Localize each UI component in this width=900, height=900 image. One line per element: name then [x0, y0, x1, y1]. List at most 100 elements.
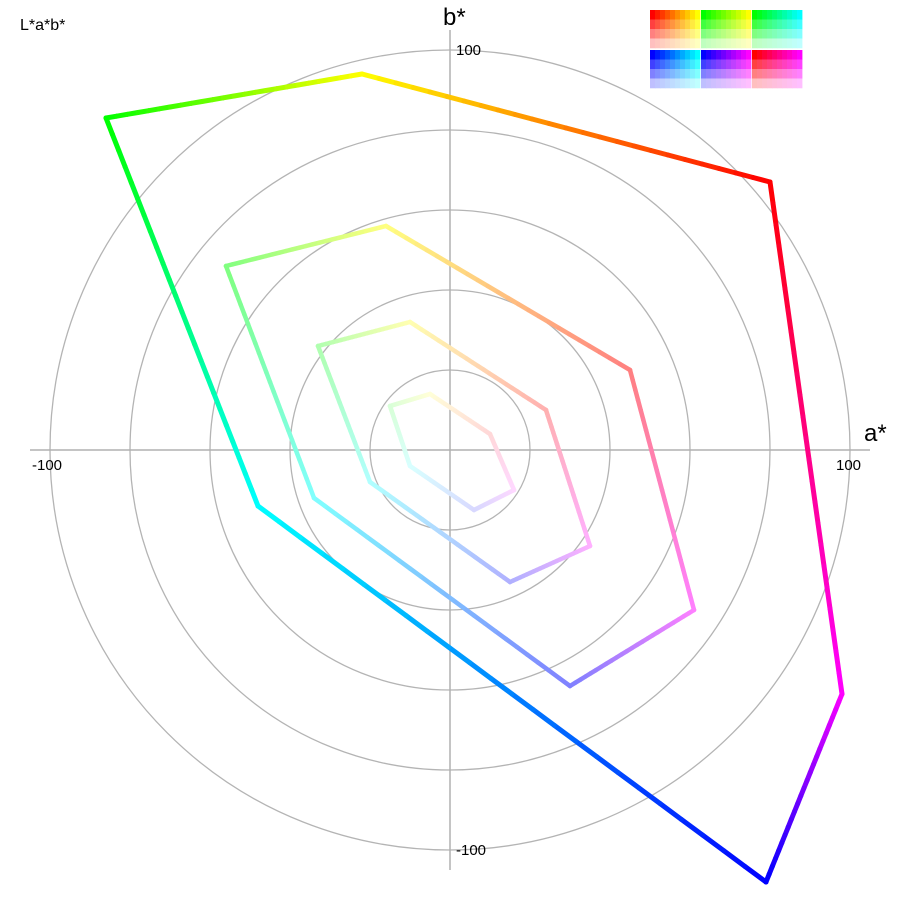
swatch-cell	[731, 59, 737, 70]
swatch-cell	[746, 50, 752, 60]
gamut-edge-segment	[699, 161, 722, 171]
gamut-edge-segment	[211, 390, 223, 412]
swatch-cell	[675, 78, 681, 89]
gamut-edge-segment	[836, 670, 845, 697]
swatch-cell	[772, 59, 778, 70]
swatch-cell	[746, 38, 752, 49]
swatch-cell	[670, 78, 676, 89]
gamut-vertex	[427, 391, 433, 397]
swatch-cell	[721, 38, 727, 49]
swatch-cell	[782, 69, 788, 79]
swatch-cell	[655, 69, 661, 79]
gamut-edge-segment	[230, 438, 242, 460]
gamut-edge-segment	[179, 309, 191, 331]
gamut-edge-segment	[255, 503, 282, 525]
swatch-cell	[792, 78, 798, 89]
swatch-cell	[675, 38, 681, 49]
gamut-edge-segment	[678, 816, 705, 838]
swatch-cell	[792, 38, 798, 49]
swatch-cell	[746, 29, 752, 39]
swatch-cell	[752, 50, 758, 60]
gamut-edge-segment	[103, 115, 115, 137]
swatch-cell	[726, 50, 732, 60]
swatch-cell	[762, 38, 768, 49]
swatch-cell	[762, 19, 768, 30]
gamut-edge-segment	[427, 89, 450, 99]
gamut-edge-segment	[833, 648, 842, 676]
swatch-cell	[670, 59, 676, 70]
gamut-edge-segment	[800, 414, 809, 441]
swatch-cell	[706, 10, 712, 20]
swatch-cell	[690, 59, 696, 70]
gamut-edge-segment	[376, 76, 399, 86]
swatch-cell	[685, 50, 691, 60]
swatch-cell	[665, 59, 671, 70]
swatch-cell	[757, 78, 763, 89]
swatch-cell	[695, 50, 701, 60]
swatch-cell	[726, 59, 732, 70]
swatch-cell	[655, 59, 661, 70]
gamut-edge-segment	[770, 200, 779, 228]
swatch-cell	[736, 29, 742, 39]
swatch-cell	[711, 50, 717, 60]
swatch-cell	[680, 69, 686, 79]
swatch-cell	[797, 69, 803, 79]
swatch-cell	[792, 19, 798, 30]
swatch-cell	[731, 10, 737, 20]
swatch-cell	[665, 69, 671, 79]
swatch-cell	[731, 19, 737, 30]
tick-a-pos: 100	[836, 457, 861, 474]
swatch-cell	[782, 59, 788, 70]
gamut-edge-segment	[116, 147, 128, 169]
swatch-cell	[690, 38, 696, 49]
swatch-cell	[650, 10, 656, 20]
swatch-cell	[655, 38, 661, 49]
swatch-cell	[752, 10, 758, 20]
tick-b-neg: -100	[456, 842, 486, 859]
swatch-cell	[777, 38, 783, 49]
gamut-edge-segment	[361, 581, 388, 603]
swatch-cell	[767, 78, 773, 89]
swatch-cell	[655, 29, 661, 39]
swatch-cell	[690, 69, 696, 79]
swatch-cell	[701, 69, 707, 79]
swatch-cell	[650, 29, 656, 39]
gamut-edge-segment	[631, 143, 654, 153]
gamut-edge-segment	[128, 180, 141, 202]
swatch-cell	[762, 29, 768, 39]
corner-label: L*a*b*	[20, 17, 65, 34]
gamut-edge-segment	[410, 85, 433, 95]
swatch-cell	[736, 78, 742, 89]
gamut-edge-segment	[821, 563, 830, 590]
swatch-cell	[655, 78, 661, 89]
swatch-cell	[757, 19, 763, 30]
axes	[30, 30, 870, 870]
swatch-cell	[777, 10, 783, 20]
gamut-edge-segment	[154, 244, 166, 266]
swatch-cell	[757, 59, 763, 70]
swatch-cell	[655, 10, 661, 20]
gamut-edge-segment	[340, 566, 367, 587]
swatch-cell	[792, 29, 798, 39]
swatch-cell	[675, 69, 681, 79]
a-axis-label: a*	[864, 420, 887, 447]
swatch-cell	[711, 29, 717, 39]
gamut-edge-segment	[135, 196, 147, 218]
swatch-cell	[650, 69, 656, 79]
gamut-edge-segment	[141, 212, 153, 234]
swatch-cell	[792, 10, 798, 20]
gamut-edge-segment	[733, 170, 756, 180]
swatch-cell	[726, 10, 732, 20]
swatch-cell	[660, 10, 666, 20]
swatch-cell	[706, 69, 712, 79]
swatch-cell	[752, 38, 758, 49]
swatch-cell	[650, 78, 656, 89]
swatch-cell	[711, 38, 717, 49]
swatch-cell	[695, 10, 701, 20]
swatch-cell	[777, 78, 783, 89]
gamut-vertex	[763, 879, 769, 885]
color-swatches	[650, 10, 803, 89]
swatch-cell	[695, 38, 701, 49]
gamut-vertex	[839, 691, 845, 697]
